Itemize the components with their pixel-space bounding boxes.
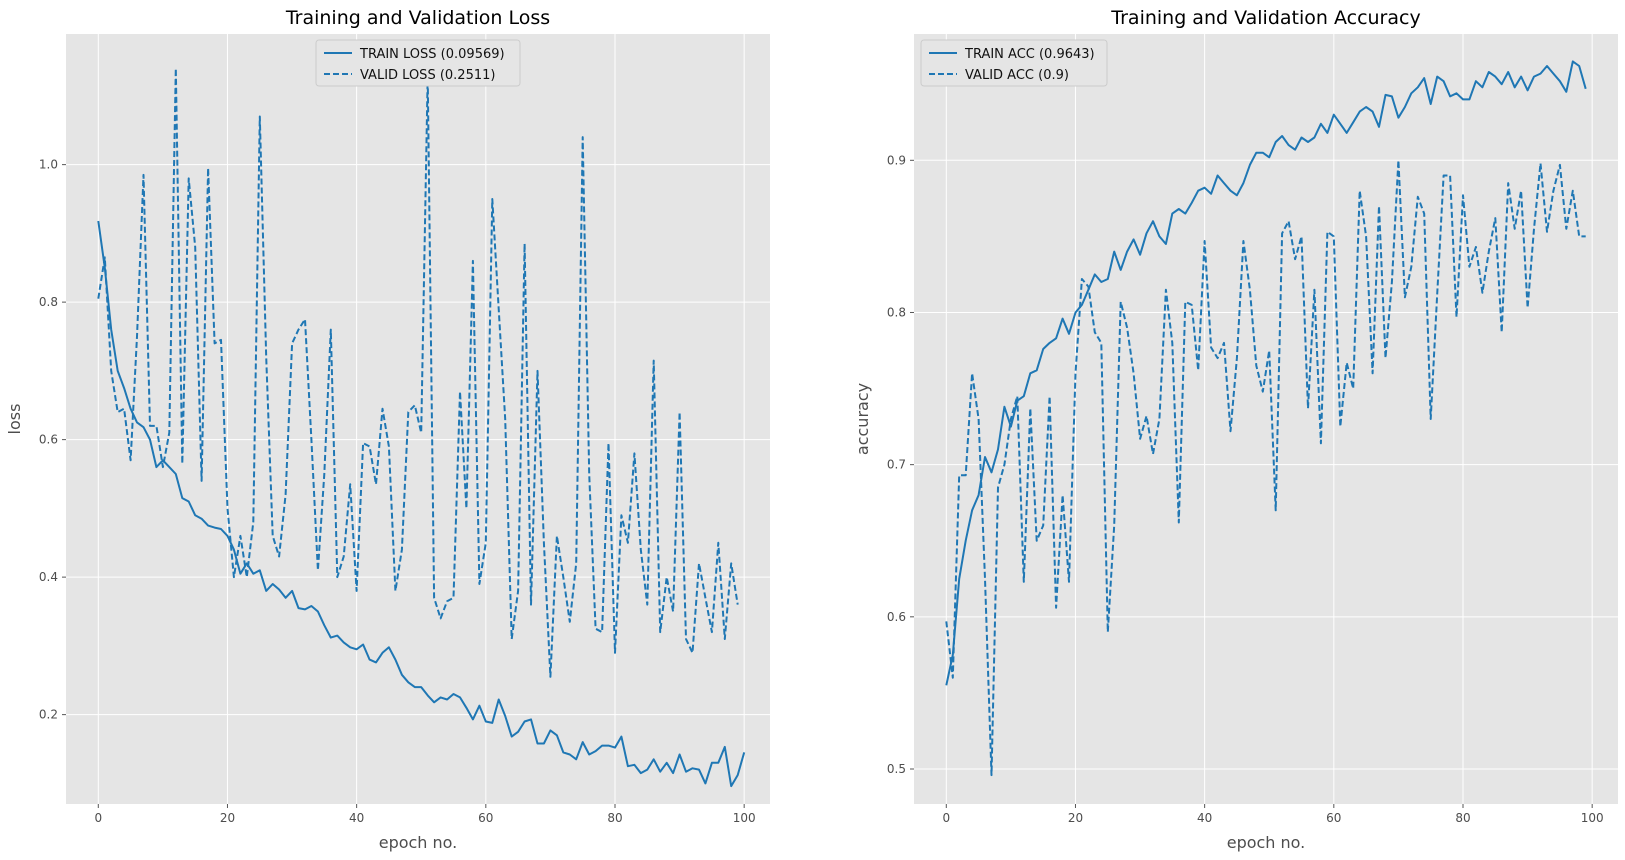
series-line-valid [945,159,1586,777]
legend: TRAIN ACC (0.9643) VALID ACC (0.9) [920,39,1108,87]
x-tick-label: 60 [478,811,493,825]
legend-box [315,39,521,87]
x-tick-label: 100 [1581,811,1604,825]
y-tick-label: 0.8 [39,295,58,309]
series-line-valid [97,67,739,678]
x-tick-label: 100 [733,811,756,825]
legend: TRAIN LOSS (0.09569) VALID LOSS (0.2511) [315,39,521,87]
x-tick-label: 40 [1197,811,1212,825]
x-tick-label: 20 [220,811,235,825]
legend-label: TRAIN ACC (0.9643) [964,47,1095,62]
y-tick-label: 0.9 [887,153,906,167]
chart-title: Training and Validation Loss [285,7,550,29]
y-tick-label: 0.5 [887,762,906,776]
y-tick-label: 0.7 [887,458,906,472]
y-tick-label: 0.6 [887,610,906,624]
series-line-train [97,220,746,788]
plot-area [914,34,1618,804]
chart-panel-1: 0 20 40 60 80 100 0.5 0.6 0.7 0.8 0.9 Training and … [853,7,1618,852]
x-axis-label: epoch no. [379,833,458,852]
y-tick-label: 1.0 [39,158,58,172]
y-axis-label: accuracy [853,383,872,455]
y-tick-label: 0.6 [39,433,58,447]
y-tick-label: 0.2 [39,708,58,722]
x-tick-label: 80 [607,811,622,825]
legend-label: VALID LOSS (0.2511) [360,68,495,83]
series-line-train [945,60,1587,686]
chart-title: Training and Validation Accuracy [1110,7,1420,29]
legend-box [920,39,1108,87]
chart-panel-0: 0 20 40 60 80 100 0.2 0.4 0.6 0.8 1.0 Training and … [5,7,770,852]
x-tick-label: 0 [942,811,950,825]
x-tick-label: 60 [1326,811,1341,825]
x-tick-label: 0 [94,811,102,825]
legend-label: TRAIN LOSS (0.09569) [359,47,505,62]
y-axis-label: loss [5,404,24,435]
x-axis-label: epoch no. [1227,833,1306,852]
x-tick-label: 40 [349,811,364,825]
legend-label: VALID ACC (0.9) [965,68,1069,83]
x-tick-label: 80 [1455,811,1470,825]
x-tick-label: 20 [1068,811,1083,825]
y-tick-label: 0.8 [887,305,906,319]
y-tick-label: 0.4 [39,570,58,584]
